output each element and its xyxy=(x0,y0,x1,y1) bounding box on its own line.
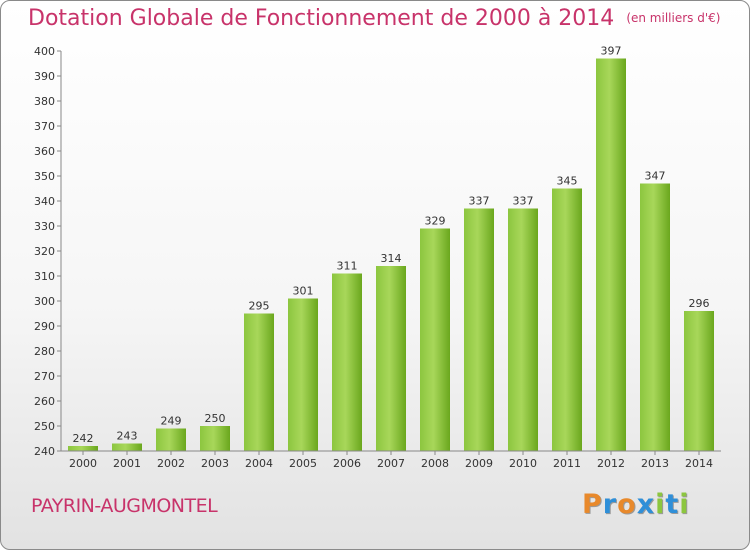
x-tick-label-2007: 2007 xyxy=(377,457,405,470)
data-label-2002: 249 xyxy=(161,415,182,428)
y-tick-label: 310 xyxy=(34,270,55,283)
y-tick-label: 360 xyxy=(34,145,55,158)
y-tick-label: 320 xyxy=(34,245,55,258)
bars: 242 243 249 250 295 301 311 314 329 337 337 345 397 3… xyxy=(68,45,714,451)
x-tick-label-2013: 2013 xyxy=(641,457,669,470)
brand-letter: t xyxy=(665,489,680,520)
bar-2010 xyxy=(508,208,538,451)
x-tick-label-2008: 2008 xyxy=(421,457,449,470)
data-label-2001: 243 xyxy=(117,430,138,443)
brand-logo: Proxiti xyxy=(582,489,690,520)
x-tick-label-2010: 2010 xyxy=(509,457,537,470)
commune-name: PAYRIN-AUGMONTEL xyxy=(31,495,218,517)
y-tick-label: 330 xyxy=(34,220,55,233)
data-label-2013: 347 xyxy=(645,170,666,183)
brand-letter: P xyxy=(582,489,603,520)
x-tick-label-2006: 2006 xyxy=(333,457,361,470)
bar-2005 xyxy=(288,298,318,451)
data-label-2009: 337 xyxy=(469,195,490,208)
brand-letter: x xyxy=(636,489,656,520)
y-tick-label: 300 xyxy=(34,295,55,308)
x-tick-label-2014: 2014 xyxy=(685,457,713,470)
x-tick-label-2005: 2005 xyxy=(289,457,317,470)
data-label-2011: 345 xyxy=(557,175,578,188)
x-axis: 2000 2001 2002 2003 2004 2005 2006 2007 2008 2009… xyxy=(61,450,721,470)
x-tick-label-2009: 2009 xyxy=(465,457,493,470)
data-label-2014: 296 xyxy=(689,297,710,310)
bar-2002 xyxy=(156,428,186,451)
x-tick-label-2012: 2012 xyxy=(597,457,625,470)
data-label-2006: 311 xyxy=(337,260,358,273)
x-tick-label-2000: 2000 xyxy=(69,457,97,470)
y-tick-label: 290 xyxy=(34,320,55,333)
x-tick-label-2003: 2003 xyxy=(201,457,229,470)
bar-2000 xyxy=(68,446,98,451)
bar-2006 xyxy=(332,273,362,451)
y-tick-label: 270 xyxy=(34,370,55,383)
y-tick-label: 250 xyxy=(34,420,55,433)
chart-title: Dotation Globale de Fonctionnement de 20… xyxy=(28,6,720,31)
bar-2003 xyxy=(200,426,230,451)
y-tick-label: 240 xyxy=(34,445,55,458)
x-tick-label-2011: 2011 xyxy=(553,457,581,470)
bar-2012 xyxy=(596,58,626,451)
data-label-2008: 329 xyxy=(425,215,446,228)
bar-2004 xyxy=(244,313,274,451)
x-tick-label-2001: 2001 xyxy=(113,457,141,470)
data-label-2004: 295 xyxy=(249,300,270,313)
y-axis: 240 250 260 270 280 290 300 310 320 330 340 350 360 3… xyxy=(34,45,62,458)
data-label-2005: 301 xyxy=(293,285,314,298)
x-tick-label-2004: 2004 xyxy=(245,457,273,470)
y-tick-label: 380 xyxy=(34,95,55,108)
y-tick-label: 390 xyxy=(34,70,55,83)
bar-2001 xyxy=(112,443,142,451)
data-label-2000: 242 xyxy=(73,432,94,445)
y-tick-label: 340 xyxy=(34,195,55,208)
chart-subtitle: (en milliers d'€) xyxy=(626,11,721,25)
y-tick-label: 350 xyxy=(34,170,55,183)
data-label-2010: 337 xyxy=(513,195,534,208)
bar-2009 xyxy=(464,208,494,451)
bar-2014 xyxy=(684,311,714,451)
brand-letter: r xyxy=(602,489,618,520)
y-tick-label: 400 xyxy=(34,45,55,58)
y-tick-label: 370 xyxy=(34,120,55,133)
data-label-2012: 397 xyxy=(601,45,622,58)
y-tick-label: 280 xyxy=(34,345,55,358)
brand-letter: i xyxy=(679,489,690,520)
bar-2007 xyxy=(376,266,406,451)
data-label-2007: 314 xyxy=(381,252,402,265)
bar-2013 xyxy=(640,183,670,451)
y-tick-label: 260 xyxy=(34,395,55,408)
data-label-2003: 250 xyxy=(205,412,226,425)
chart-title-text: Dotation Globale de Fonctionnement de 20… xyxy=(28,6,615,31)
brand-letter: i xyxy=(655,489,666,520)
bar-2008 xyxy=(420,228,450,451)
brand-letter: o xyxy=(617,489,637,520)
bar-2011 xyxy=(552,188,582,451)
x-tick-label-2002: 2002 xyxy=(157,457,185,470)
